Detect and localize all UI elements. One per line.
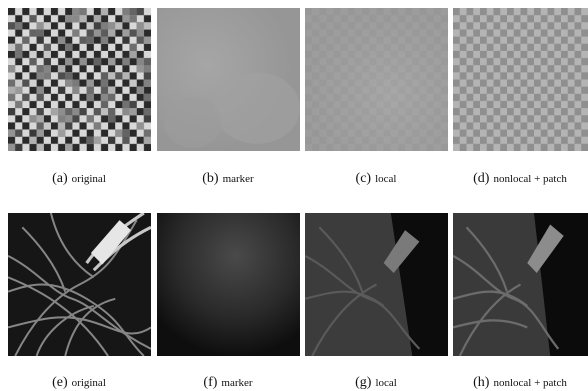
checkerboard-noisy-image <box>8 8 151 151</box>
caption-d: (d) nonlocal + patch <box>473 171 567 186</box>
caption-c: (c) local <box>355 171 397 186</box>
checkerboard-nonlocal-patch-image <box>453 8 588 151</box>
fibers-marker-image <box>157 213 300 356</box>
caption-e: (e) original <box>52 375 106 390</box>
caption-b: (b) marker <box>202 171 254 186</box>
caption-h: (h) nonlocal + patch <box>473 375 567 390</box>
caption-a: (a) original <box>52 171 106 186</box>
fibers-nonlocal-patch-image <box>453 213 588 356</box>
caption-f: (f) marker <box>203 375 253 390</box>
checkerboard-marker-image <box>157 8 300 151</box>
fibers-local-image <box>305 213 448 356</box>
checkerboard-local-image <box>305 8 448 151</box>
fibers-original-image <box>8 213 151 356</box>
caption-g: (g) local <box>355 375 397 390</box>
